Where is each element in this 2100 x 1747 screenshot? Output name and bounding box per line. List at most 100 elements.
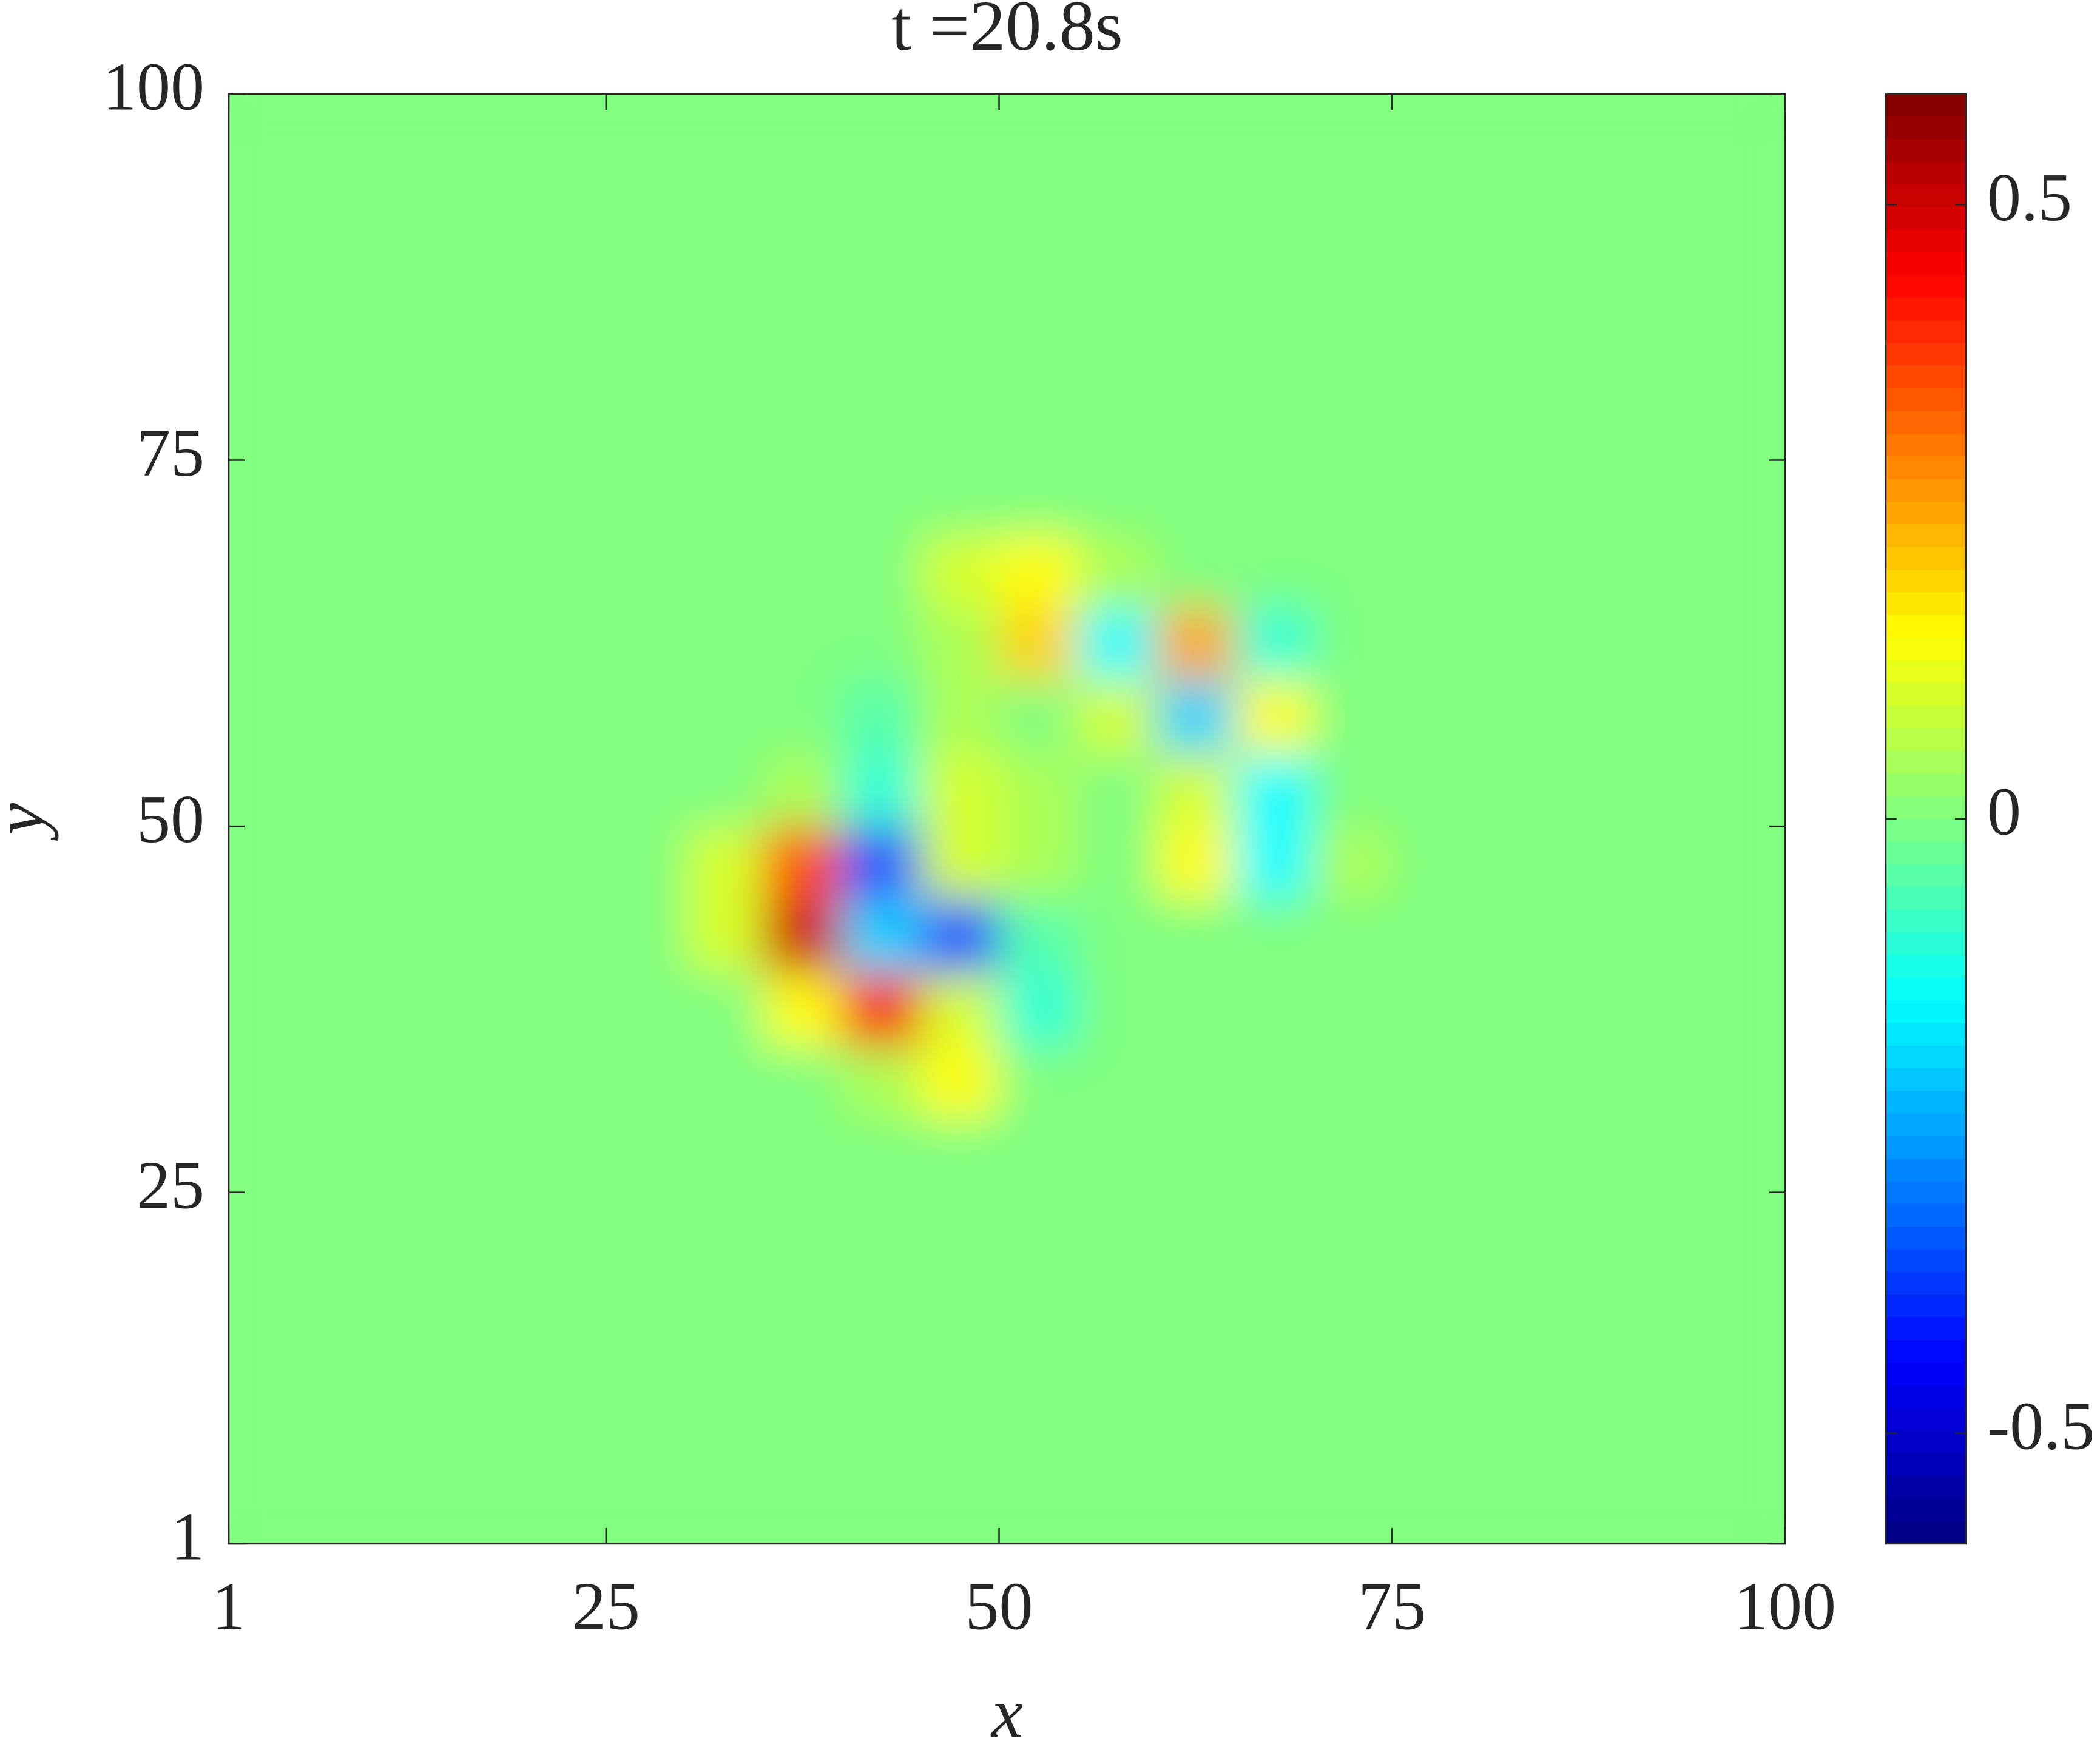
heat-cell	[1470, 460, 1550, 534]
colorbar-tick-label: 0	[1987, 775, 2021, 850]
heat-cell	[448, 1265, 528, 1340]
heat-cell	[1706, 460, 1785, 534]
colorbar-swatch	[1886, 1362, 1966, 1386]
heat-cell	[1627, 1485, 1707, 1544]
heat-cell	[1235, 460, 1314, 534]
heat-cell	[1078, 1339, 1157, 1413]
heat-cell	[842, 314, 921, 388]
heat-cell	[1627, 94, 1707, 168]
heat-cell	[1549, 1485, 1629, 1544]
heat-cell	[842, 1339, 921, 1413]
heat-cell	[1549, 94, 1629, 168]
heat-cell	[1078, 606, 1157, 681]
heat-cell	[1549, 1119, 1629, 1193]
heat-cell	[842, 240, 921, 315]
heat-cell	[1549, 1265, 1629, 1340]
colorbar-swatch	[1886, 728, 1966, 752]
y-tick-label: 1	[170, 1500, 204, 1575]
heat-cell	[1470, 972, 1550, 1047]
heat-cell	[1235, 1119, 1314, 1193]
heat-cell	[606, 972, 686, 1047]
heat-cell	[920, 606, 1000, 681]
heat-cell	[920, 826, 1000, 900]
heat-cell	[606, 533, 686, 607]
colorbar-swatch	[1886, 796, 1966, 820]
heat-cell	[527, 460, 607, 534]
colorbar-swatch	[1886, 955, 1966, 978]
heat-cell	[1470, 899, 1550, 974]
heat-cell	[229, 314, 292, 388]
heat-cell	[763, 1046, 843, 1120]
heat-cell	[1235, 826, 1314, 900]
colorbar-swatch	[1886, 230, 1966, 254]
heat-cell	[920, 1485, 1000, 1544]
heat-cell	[291, 240, 371, 315]
heat-cell	[606, 314, 686, 388]
heat-cell	[684, 606, 764, 681]
heat-cell	[606, 753, 686, 827]
y-axis-label: y	[0, 803, 59, 841]
heat-cell	[1470, 1339, 1550, 1413]
colorbar-swatch	[1886, 864, 1966, 888]
heat-cell	[1470, 1265, 1550, 1340]
heat-cell	[370, 1412, 450, 1486]
heat-cell	[1706, 1265, 1785, 1340]
heat-cell	[1156, 1485, 1236, 1544]
heat-cell	[1706, 826, 1785, 900]
colorbar-swatch	[1886, 479, 1966, 503]
heat-cell	[763, 606, 843, 681]
heat-cell	[999, 606, 1079, 681]
heat-cell	[684, 1046, 764, 1120]
heat-cell	[527, 1265, 607, 1340]
heat-cell	[448, 94, 528, 168]
heat-cell	[1313, 1265, 1393, 1340]
heat-cell	[606, 167, 686, 241]
heat-cell	[229, 240, 292, 315]
heat-cell	[448, 1192, 528, 1267]
colorbar-swatch	[1886, 162, 1966, 186]
heat-cell	[684, 899, 764, 974]
heat-cell	[1078, 1192, 1157, 1267]
heat-cell	[1392, 460, 1471, 534]
colorbar-swatch	[1886, 887, 1966, 911]
heat-cell	[1235, 899, 1314, 974]
colorbar-swatch	[1886, 909, 1966, 933]
heat-cell	[370, 753, 450, 827]
colorbar-swatch	[1886, 750, 1966, 775]
heat-cell	[527, 167, 607, 241]
colorbar-swatch	[1886, 1203, 1966, 1228]
heat-cell	[1313, 1485, 1393, 1544]
x-tick-label: 100	[1734, 1569, 1836, 1644]
heat-cell	[1627, 460, 1707, 534]
heat-cell	[606, 1119, 686, 1193]
heat-cell	[527, 1119, 607, 1193]
heat-cell	[1706, 1046, 1785, 1120]
x-tick-label: 25	[572, 1569, 640, 1644]
heat-cell	[1392, 1265, 1471, 1340]
heat-cell	[606, 94, 686, 168]
colorbar-swatch	[1886, 1521, 1966, 1544]
heat-cell	[684, 1265, 764, 1340]
colorbar-swatch	[1886, 592, 1966, 616]
heat-cell	[1549, 1192, 1629, 1267]
colorbar-swatch	[1886, 1430, 1966, 1454]
heat-cell	[1549, 606, 1629, 681]
heat-cell	[1392, 753, 1471, 827]
heat-cell	[763, 972, 843, 1047]
heat-cell	[229, 679, 292, 754]
heat-cell	[1313, 972, 1393, 1047]
colorbar-swatch	[1886, 1294, 1966, 1318]
heat-cell	[1078, 314, 1157, 388]
heat-cell	[1706, 679, 1785, 754]
heat-cell	[448, 386, 528, 461]
heat-cell	[1078, 1046, 1157, 1120]
heat-cell	[1235, 314, 1314, 388]
heat-cell	[370, 606, 450, 681]
heat-cell	[1313, 1046, 1393, 1120]
heat-cell	[920, 386, 1000, 461]
heat-cell	[370, 1485, 450, 1544]
heat-cell	[1235, 753, 1314, 827]
y-tick-label: 25	[137, 1148, 204, 1223]
heat-cell	[1078, 679, 1157, 754]
heat-cell	[448, 972, 528, 1047]
